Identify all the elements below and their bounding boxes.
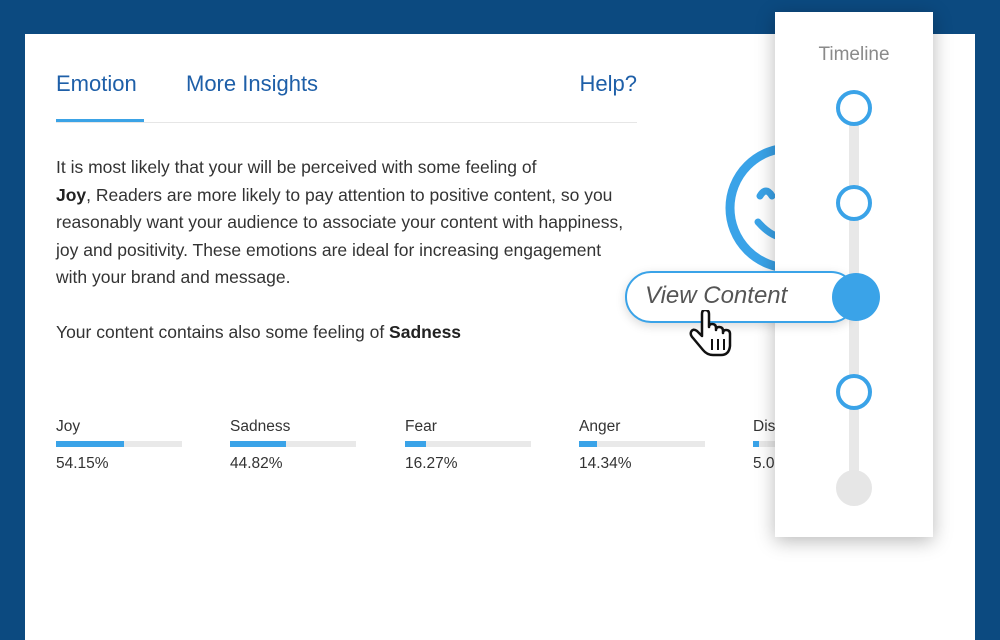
- secondary-emotion-prefix: Your content contains also some feeling …: [56, 322, 390, 342]
- metric-sadness: Sadness 44.82%: [230, 418, 356, 473]
- metric-value: 5.0: [753, 455, 775, 472]
- metric-value: 16.27%: [405, 455, 458, 472]
- metric-value: 14.34%: [579, 455, 632, 472]
- metric-label: Joy: [56, 418, 81, 435]
- metric-bar-fill: [230, 441, 287, 447]
- timeline-node[interactable]: [836, 90, 872, 126]
- timeline-title: Timeline: [818, 44, 890, 65]
- timeline-node[interactable]: [836, 185, 872, 221]
- tab-bar: Emotion More Insights Help?: [56, 34, 637, 123]
- metric-bar-track: [405, 441, 531, 447]
- description-bold-emotion: Joy: [56, 184, 87, 205]
- emotion-description: It is most likely that your will be perc…: [56, 154, 626, 292]
- metric-anger: Anger 14.34%: [579, 418, 705, 473]
- metric-bar-fill: [405, 441, 426, 447]
- hand-pointer-icon: [689, 310, 732, 357]
- metric-fear: Fear 16.27%: [405, 418, 531, 473]
- active-tab-indicator: [56, 119, 144, 122]
- timeline-node-active[interactable]: [832, 273, 880, 321]
- metric-bar-track: [230, 441, 356, 447]
- secondary-emotion-name: Sadness: [389, 322, 462, 342]
- metric-joy: Joy 54.15%: [56, 418, 182, 473]
- view-content-button[interactable]: View Content: [625, 271, 857, 323]
- metric-bar-fill: [56, 441, 125, 447]
- tab-emotion[interactable]: Emotion: [56, 71, 137, 96]
- help-link[interactable]: Help?: [579, 71, 637, 96]
- metric-value: 54.15%: [56, 455, 109, 472]
- metric-bar-track: [56, 441, 182, 447]
- timeline-node[interactable]: [836, 374, 872, 410]
- metric-label: Anger: [579, 418, 621, 435]
- metric-label: Sadness: [230, 418, 291, 435]
- metric-bar-fill: [753, 441, 760, 447]
- secondary-emotion-text: Your content contains also some feeling …: [56, 322, 461, 343]
- metric-bar-track: [579, 441, 705, 447]
- metric-bar-fill: [579, 441, 598, 447]
- view-content-label: View Content: [645, 282, 788, 309]
- metric-label: Dis: [753, 418, 776, 435]
- description-line1: It is most likely that your will be perc…: [56, 157, 537, 177]
- tab-more-insights[interactable]: More Insights: [186, 71, 319, 96]
- timeline-node-empty[interactable]: [836, 470, 872, 506]
- metric-value: 44.82%: [230, 455, 283, 472]
- description-rest: , Readers are more likely to pay attenti…: [56, 184, 624, 288]
- metric-label: Fear: [405, 418, 437, 435]
